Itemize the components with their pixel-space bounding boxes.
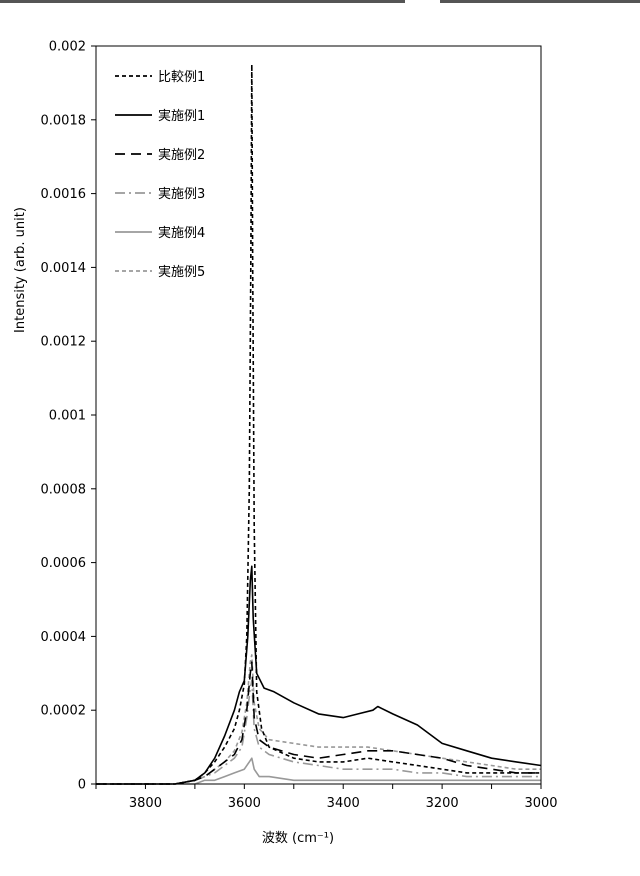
plot-lines [96,65,541,785]
legend-label: 実施例1 [158,108,205,124]
y-tick-label: 0.001 [49,409,86,424]
series-line-5 [96,758,541,784]
y-tick-label: 0.0008 [41,482,87,497]
y-tick-label: 0.0004 [41,630,87,645]
x-tick-label: 3400 [327,796,360,811]
y-tick-label: 0.0012 [41,335,87,350]
y-tick-label: 0 [78,778,86,793]
y-tick-label: 0.0016 [41,187,87,202]
legend: 比較例1 実施例1 実施例2 実施例3 実施例4 実施例5 [115,70,205,280]
y-tick-label: 0.0006 [41,556,87,571]
series-line-1 [96,65,541,785]
y-tick-label: 0.0018 [41,113,87,128]
y-axis-title: Intensity (arb. unit) [13,207,28,333]
y-tick-label: 0.0014 [41,261,87,276]
legend-label: 実施例3 [158,186,205,202]
legend-label: 実施例2 [158,147,205,163]
legend-label: 実施例4 [158,225,205,241]
x-tick-label: 3000 [524,796,557,811]
y-tick-label: 0.002 [49,40,86,55]
legend-label: 実施例5 [158,264,205,280]
x-tick-label: 3800 [129,796,162,811]
y-axis-ticks: 0 0.0002 0.0004 0.0006 0.0008 0.001 0.0012 0.00… [41,40,97,793]
x-axis-title: 波数 (cm⁻¹) [262,831,334,846]
series-line-2 [96,566,541,784]
series-line-6 [96,655,541,784]
y-tick-label: 0.0002 [41,704,87,719]
x-tick-label: 3600 [228,796,261,811]
legend-label: 比較例1 [158,70,205,85]
series-line-4 [96,681,541,784]
x-axis-ticks: 3800 3600 3400 3200 3000 [96,784,558,811]
x-tick-label: 3200 [426,796,459,811]
